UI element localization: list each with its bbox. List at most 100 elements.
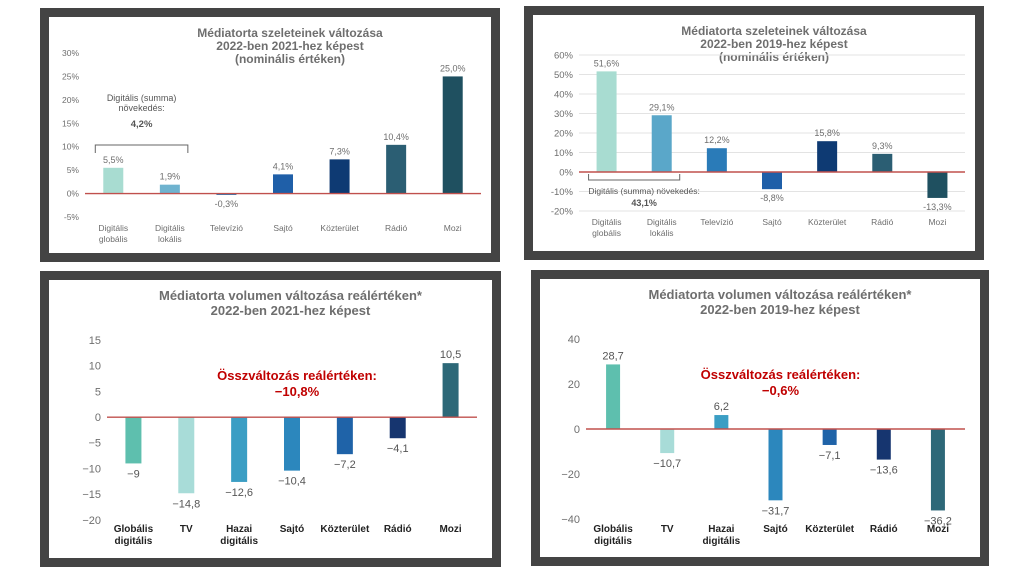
chart-title-line: 2022-ben 2019-hez képest (700, 37, 847, 51)
bar (389, 417, 406, 439)
y-tick-label: 15% (62, 118, 79, 128)
category-label: Globális (114, 524, 154, 535)
bar (336, 417, 353, 455)
category-label: TV (180, 524, 193, 535)
chart-title-line: 2022-ben 2019-hez képest (700, 302, 860, 317)
y-tick-label: −10 (82, 463, 101, 475)
annotation-label: Digitális (summa) (107, 93, 177, 103)
data-label: -13,3% (923, 202, 952, 212)
data-label: 29,1% (649, 102, 675, 112)
bar (706, 148, 727, 172)
category-label: Sajtó (273, 223, 293, 233)
y-tick-label: 20% (554, 128, 574, 139)
bar (159, 184, 180, 194)
data-label: 25,0% (440, 63, 466, 73)
chart-panel-top-left: Médiatorta szeleteinek változása 2022-ben… (40, 8, 500, 262)
y-tick-label: 10% (62, 142, 79, 152)
category-label: Digitális (98, 223, 128, 233)
category-label: Mozi (928, 217, 946, 227)
bar (284, 417, 300, 471)
y-tick-label: −15 (82, 489, 101, 501)
data-label: 10,5 (440, 349, 461, 361)
bar (273, 174, 293, 194)
category-label: Digitális (592, 217, 622, 227)
y-tick-label: 30% (554, 109, 574, 120)
chart-title-line: Médiatorta volumen változása reálértéken… (649, 287, 913, 302)
chart-nominal-2019: Médiatorta szeleteinek változása2022-ben… (551, 24, 965, 238)
category-label: Rádió (385, 223, 407, 233)
data-label: 10,4% (383, 132, 409, 142)
bar (762, 172, 782, 190)
y-tick-label: 30% (62, 48, 79, 58)
chart-title-line: (nominális értéken) (719, 50, 829, 64)
y-tick-label: 0% (67, 189, 80, 199)
annotation-value: 4,2% (131, 119, 153, 130)
chart-title-line: 2022-ben 2021-hez képest (216, 39, 363, 53)
category-label: lokális (158, 234, 182, 244)
chart-title-line: Médiatorta szeleteinek változása (681, 24, 867, 38)
data-label: 5,5% (103, 155, 124, 165)
y-tick-label: −20 (561, 469, 580, 481)
data-label: −36,2 (924, 515, 952, 527)
category-label: Közterület (805, 524, 855, 535)
bar (768, 429, 783, 501)
total-change-label: Összváltozás reálértéken: (701, 367, 861, 382)
category-label: digitális (220, 536, 258, 547)
y-tick-label: 5% (67, 165, 80, 175)
bar (872, 153, 893, 172)
y-tick-label: 10% (554, 148, 574, 159)
bar (329, 159, 350, 194)
data-label: −4,1 (387, 443, 409, 455)
bar (817, 141, 838, 172)
category-label: Rádió (870, 524, 898, 535)
chart-volume-2019: Médiatorta volumen változása reálértéken… (561, 287, 965, 547)
y-tick-label: -10% (551, 187, 574, 198)
data-label: 15,8% (814, 128, 840, 138)
data-label: −14,8 (172, 498, 200, 510)
category-label: digitális (115, 536, 153, 547)
y-tick-label: 0% (559, 167, 573, 178)
data-label: 51,6% (594, 58, 620, 68)
category-label: globális (99, 234, 128, 244)
data-label: −10,4 (278, 476, 306, 488)
data-label: 4,1% (273, 161, 294, 171)
bar (660, 429, 675, 454)
y-tick-label: 25% (62, 71, 79, 81)
y-tick-label: 10 (89, 361, 101, 373)
annotation-label: Digitális (summa) növekedés: (588, 186, 699, 196)
chart-panel-bottom-left: Médiatorta volumen változása reálértéken… (40, 271, 501, 567)
y-tick-label: -5% (64, 212, 80, 222)
bar (386, 144, 407, 194)
y-tick-label: 20% (62, 95, 79, 105)
y-tick-label: 60% (554, 50, 574, 61)
category-label: Közterület (320, 223, 359, 233)
bar (178, 417, 195, 494)
data-label: −7,1 (819, 450, 841, 462)
data-label: 1,9% (160, 172, 181, 182)
category-label: Mozi (927, 524, 949, 535)
bar (125, 417, 142, 464)
data-label: 12,2% (704, 135, 730, 145)
category-label: digitális (702, 536, 740, 547)
chart-title-line: (nominális értéken) (235, 52, 345, 66)
category-label: Sajtó (763, 524, 787, 535)
data-label: −10,7 (653, 458, 681, 470)
y-tick-label: 40% (554, 89, 574, 100)
y-tick-label: −5 (88, 438, 101, 450)
chart-title-line: Médiatorta volumen változása reálértéken… (159, 288, 423, 303)
y-tick-label: 20 (568, 379, 580, 391)
data-label: −12,6 (225, 487, 253, 499)
category-label: digitális (594, 536, 632, 547)
y-tick-label: −40 (561, 514, 580, 526)
bar (714, 415, 729, 429)
data-label: −31,7 (762, 505, 790, 517)
bracket (94, 144, 189, 153)
data-label: 28,7 (602, 350, 623, 362)
data-label: −9 (127, 468, 140, 480)
category-label: Mozi (439, 524, 461, 535)
category-label: TV (661, 524, 674, 535)
category-label: Sajtó (762, 217, 782, 227)
bar (930, 429, 945, 511)
bar (216, 193, 237, 195)
bar (231, 417, 248, 482)
